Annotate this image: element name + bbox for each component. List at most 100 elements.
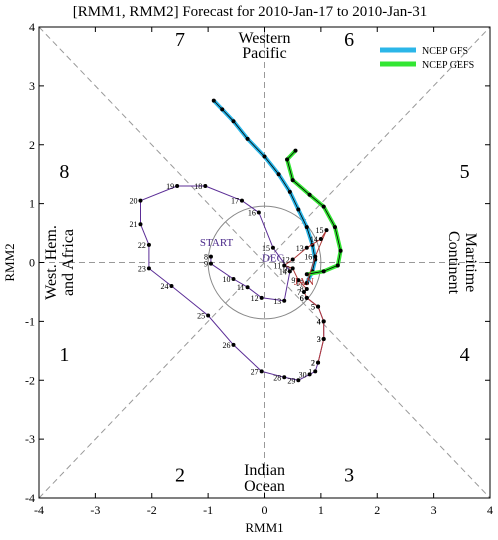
data-point <box>245 136 250 141</box>
day-label: 5 <box>311 303 315 312</box>
day-label: 14 <box>279 267 287 276</box>
phase-number: 6 <box>344 29 354 51</box>
x-tick-label: 3 <box>431 503 437 517</box>
region-label-bottom-line1: Indian <box>244 462 285 479</box>
phase-number: 5 <box>460 161 470 183</box>
data-point <box>313 254 318 259</box>
region-label-top-line2: Pacific <box>242 45 286 62</box>
day-label: 2 <box>311 359 315 368</box>
day-label: 3 <box>317 335 321 344</box>
chart-title: [RMM1, RMM2] Forecast for 2010-Jan-17 to… <box>73 4 428 20</box>
region-label-left-line2: and Africa <box>60 229 77 296</box>
data-point <box>304 225 309 230</box>
data-point <box>231 119 236 124</box>
data-point <box>220 107 225 112</box>
data-point <box>296 278 301 283</box>
day-label: 3 <box>317 335 321 344</box>
day-label: 27 <box>251 367 259 376</box>
region-label-right-line2: Continent <box>445 231 462 295</box>
data-point <box>270 245 275 250</box>
data-point <box>321 337 326 342</box>
day-label: 11 <box>237 283 245 292</box>
y-tick-label: -4 <box>25 491 35 505</box>
annotation-jan: JAN <box>294 276 314 288</box>
data-point <box>296 207 301 212</box>
data-point <box>276 172 281 177</box>
data-point <box>146 266 151 271</box>
legend-label: NCEP GEFS <box>422 60 474 71</box>
x-tick-label: -2 <box>147 503 157 517</box>
annotation-dec: DEC <box>262 252 284 264</box>
data-point <box>287 189 292 194</box>
data-point <box>206 313 211 318</box>
data-point <box>318 236 323 241</box>
legend: NCEP GFS NCEP GEFS <box>380 46 474 71</box>
day-label: 4 <box>317 317 321 326</box>
day-label: 6 <box>300 294 304 303</box>
phase-number: 3 <box>344 464 354 486</box>
day-label: 9 <box>291 276 295 285</box>
data-point <box>304 295 309 300</box>
day-label: 24 <box>160 282 168 291</box>
day-label: 11 <box>274 261 282 270</box>
day-label: 29 <box>287 376 295 385</box>
data-point <box>296 378 301 383</box>
data-point <box>307 192 312 197</box>
day-label: 12 <box>251 294 259 303</box>
data-point <box>146 242 151 247</box>
legend-label: NCEP GFS <box>422 46 468 57</box>
data-point <box>282 375 287 380</box>
data-point <box>138 222 143 227</box>
data-point <box>282 263 287 268</box>
day-label: 13 <box>296 244 304 253</box>
data-point <box>290 257 295 262</box>
day-label: 13 <box>273 297 281 306</box>
day-label: 14 <box>310 235 318 244</box>
data-point <box>316 304 321 309</box>
data-point <box>208 254 213 259</box>
day-label: 19 <box>166 182 174 191</box>
region-label-right-line1: Maritime <box>462 233 479 293</box>
data-point <box>138 198 143 203</box>
diagonal-guide <box>38 26 491 499</box>
annotation-start: START <box>200 237 234 249</box>
data-point <box>324 228 329 233</box>
data-point <box>287 269 292 274</box>
day-label: 15 <box>262 244 270 253</box>
data-point <box>208 261 213 266</box>
day-label: 10 <box>282 264 290 273</box>
data-point <box>321 319 326 324</box>
day-label: 2 <box>311 359 315 368</box>
data-point <box>290 178 295 183</box>
day-label: 20 <box>129 197 137 206</box>
day-label: 22 <box>138 241 146 250</box>
x-tick-label: -4 <box>34 503 44 517</box>
x-axis-label: RMM1 <box>245 520 283 535</box>
x-tick-label: -3 <box>90 503 100 517</box>
data-point <box>293 148 298 153</box>
series-line-observed-jan <box>283 229 327 363</box>
day-label: 1 <box>308 367 312 376</box>
data-point <box>285 157 290 162</box>
y-tick-label: -1 <box>25 314 35 328</box>
day-label: 8 <box>204 253 208 262</box>
unit-circle <box>207 205 322 320</box>
day-label: 30 <box>299 370 307 379</box>
data-point <box>338 248 343 253</box>
antidiagonal-guide <box>38 26 491 499</box>
x-tick-label: 1 <box>318 503 324 517</box>
day-label: 18 <box>194 182 202 191</box>
x-tick-label: 0 <box>262 503 268 517</box>
data-point <box>175 183 180 188</box>
day-label: 6 <box>300 294 304 303</box>
phase-number: 7 <box>175 29 185 51</box>
region-label-left-line1: West. Hem. <box>43 225 60 300</box>
data-point <box>290 266 295 271</box>
phase-number: 8 <box>59 161 69 183</box>
data-point <box>231 276 236 281</box>
data-point <box>335 263 340 268</box>
data-point <box>304 286 309 291</box>
